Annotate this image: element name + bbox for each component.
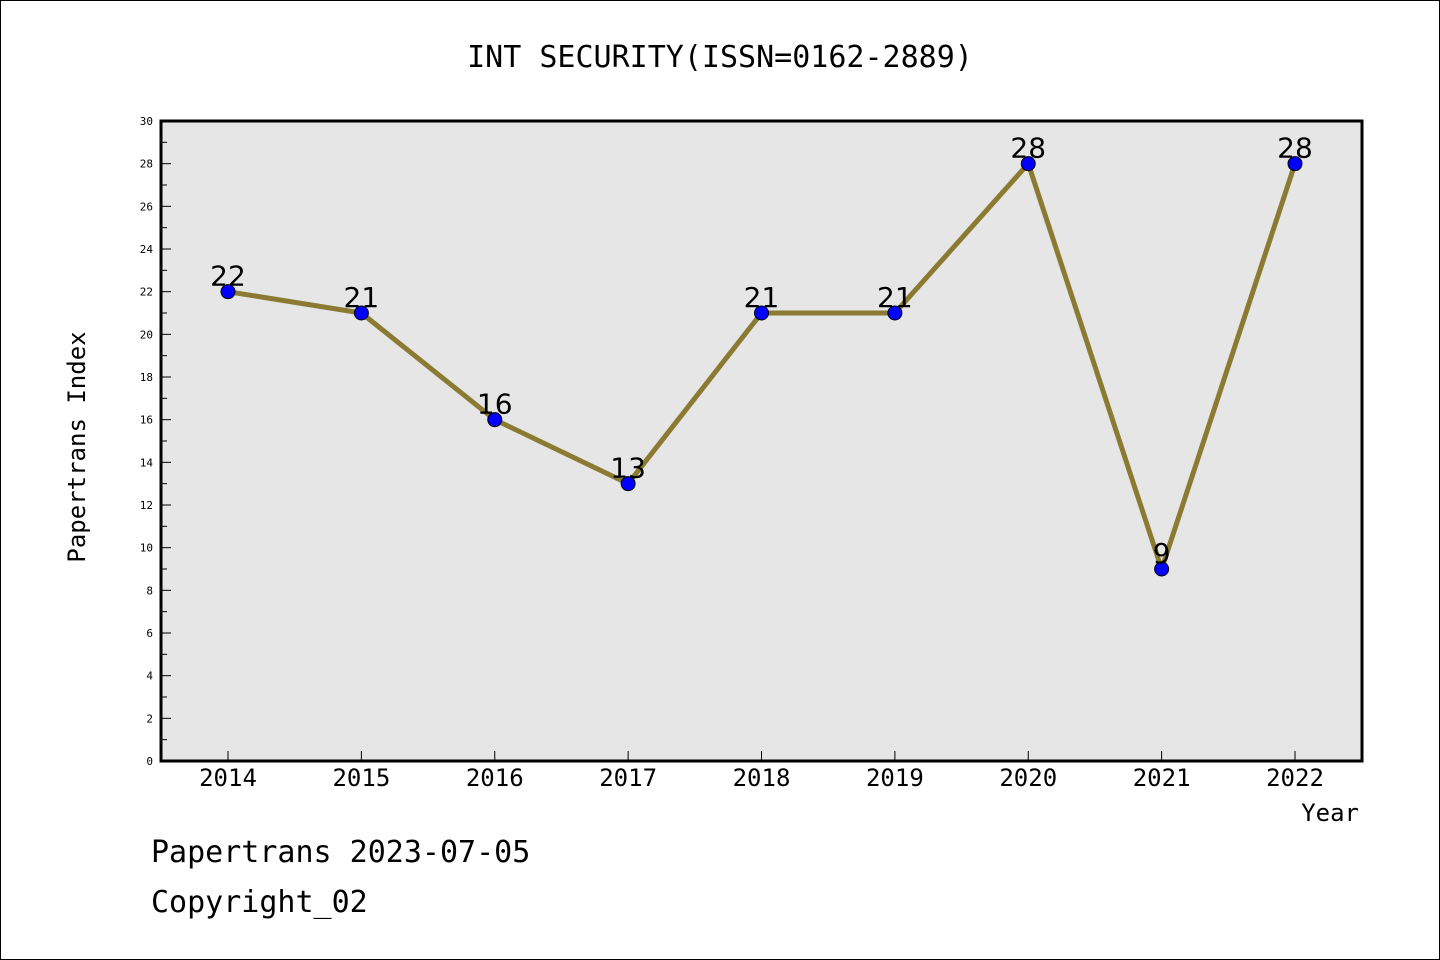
data-label: 9 bbox=[1153, 537, 1171, 570]
y-tick-label: 12 bbox=[140, 499, 153, 512]
data-point bbox=[887, 305, 903, 321]
footer-copyright: Copyright_02 bbox=[151, 885, 368, 920]
y-tick-label: 10 bbox=[140, 542, 153, 555]
x-axis: 2014 2015 2016 2017 2018 2019 2020 2021 2022 bbox=[199, 751, 1324, 792]
y-tick-label: 20 bbox=[140, 328, 153, 341]
x-axis-label: Year bbox=[1301, 799, 1359, 827]
y-tick-label: 2 bbox=[146, 712, 153, 725]
x-tick-label: 2015 bbox=[332, 764, 390, 792]
y-axis-label: Papertrans Index bbox=[63, 331, 91, 562]
y-tick-label: 8 bbox=[146, 584, 153, 597]
data-point bbox=[353, 305, 369, 321]
x-tick-label: 2016 bbox=[466, 764, 524, 792]
x-tick-label: 2019 bbox=[866, 764, 924, 792]
series-line-group bbox=[220, 156, 1303, 577]
data-point bbox=[1287, 156, 1303, 172]
y-tick-label: 16 bbox=[140, 414, 153, 427]
footer-date: Papertrans 2023-07-05 bbox=[151, 835, 531, 870]
data-point bbox=[1020, 156, 1036, 172]
x-tick-label: 2021 bbox=[1133, 764, 1191, 792]
y-tick-label: 0 bbox=[146, 755, 153, 768]
data-label: 13 bbox=[610, 452, 646, 485]
y-tick-label: 4 bbox=[146, 670, 153, 683]
data-point bbox=[620, 476, 636, 492]
x-tick-label: 2020 bbox=[999, 764, 1057, 792]
y-tick-label: 22 bbox=[140, 286, 153, 299]
data-label: 21 bbox=[877, 281, 913, 314]
x-tick-label: 2018 bbox=[733, 764, 791, 792]
data-label: 22 bbox=[210, 260, 246, 293]
data-point bbox=[754, 305, 769, 321]
data-label: 21 bbox=[344, 281, 380, 314]
chart-title: INT SECURITY(ISSN=0162-2889) bbox=[467, 40, 973, 75]
data-label: 28 bbox=[1277, 132, 1313, 165]
data-point bbox=[487, 412, 503, 428]
x-tick-label: 2017 bbox=[599, 764, 657, 792]
y-tick-label: 18 bbox=[140, 371, 153, 384]
data-label: 16 bbox=[477, 388, 513, 421]
x-tick-label: 2014 bbox=[199, 764, 257, 792]
data-labels-group: 22 21 16 13 21 21 28 9 28 bbox=[210, 132, 1313, 570]
y-tick-label: 24 bbox=[140, 243, 154, 256]
y-tick-label: 6 bbox=[146, 627, 153, 640]
x-tick-label: 2022 bbox=[1266, 764, 1324, 792]
data-label: 21 bbox=[744, 281, 780, 314]
plot-area bbox=[159, 119, 1364, 763]
y-tick-label: 14 bbox=[140, 456, 154, 469]
data-point bbox=[220, 284, 236, 300]
data-label: 28 bbox=[1010, 132, 1046, 165]
data-point bbox=[1154, 561, 1170, 577]
y-tick-label: 28 bbox=[140, 158, 153, 171]
y-tick-label: 26 bbox=[140, 200, 153, 213]
y-tick-label: 30 bbox=[140, 115, 153, 128]
